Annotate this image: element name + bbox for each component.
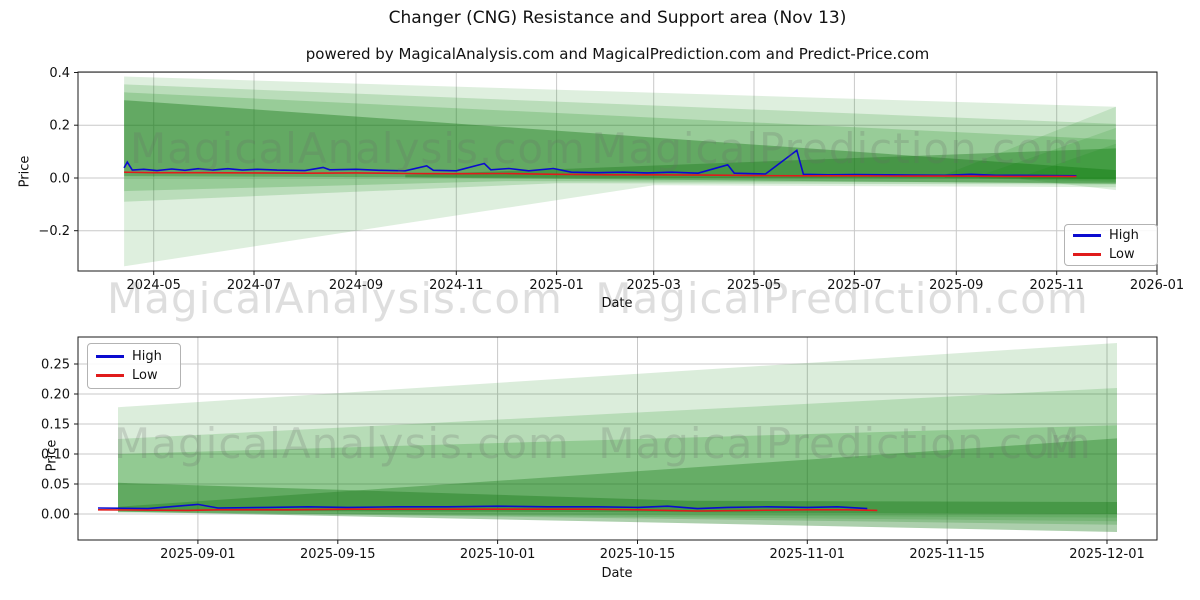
top-chart-legend: High Low [1064, 224, 1158, 266]
x-tick-label: 2025-11 [1030, 278, 1084, 293]
x-tick-label: 2025-05 [727, 278, 781, 293]
fan-outer-light [124, 76, 1116, 267]
top-chart: 2024-05 2024-07 2024-09 2024-11 2025-01 2025-… [38, 66, 1184, 293]
x-tick-label: 2024-09 [329, 278, 383, 293]
y-tick-label: 0.05 [41, 478, 70, 493]
low-line-swatch [96, 374, 124, 377]
x-tick-label: 2025-07 [827, 278, 881, 293]
fan-inner-light [124, 92, 1116, 192]
bottom-chart-xlabel: Date [601, 566, 633, 581]
fan-outer-light [118, 343, 1117, 518]
x-tick-label: 2025-09-01 [160, 547, 236, 562]
low-line [124, 171, 1077, 178]
low-line-swatch [1073, 253, 1101, 256]
legend-item-high: High [96, 349, 170, 364]
top-chart-xlabel: Date [601, 296, 633, 311]
fan-inner-medium [118, 425, 1117, 525]
high-line-swatch [1073, 234, 1101, 237]
legend-item-low: Low [1073, 247, 1147, 262]
high-line [97, 503, 868, 510]
x-tick-label: 2026-01 [1130, 278, 1184, 293]
x-tick-label: 2025-03 [627, 278, 681, 293]
fan-forecast-low [1020, 143, 1116, 191]
high-line [123, 148, 1077, 177]
x-tick-label: 2025-11-01 [770, 547, 846, 562]
low-line [97, 508, 878, 512]
y-tick-label: 0.0 [49, 172, 70, 187]
fan-dark-converging [118, 482, 1117, 514]
plot-border [77, 71, 1158, 272]
legend-label-high: High [132, 349, 162, 364]
x-tick-label: 2025-12-01 [1069, 547, 1145, 562]
top-chart-ylabel: Price [17, 155, 33, 188]
y-tick-label: 0.15 [41, 418, 70, 433]
x-tick-label: 2025-10-15 [600, 547, 676, 562]
fan-forecast-wide [944, 106, 1116, 181]
y-tick-label: 0.00 [41, 508, 70, 523]
x-tick-label: 2025-09-15 [300, 547, 376, 562]
legend-label-low: Low [132, 368, 158, 383]
legend-label-high: High [1109, 228, 1139, 243]
page-title: Changer (CNG) Resistance and Support are… [388, 8, 847, 28]
y-tick-label: 0.20 [41, 388, 70, 403]
x-tick-label: 2025-10-01 [460, 547, 536, 562]
y-tick-label: −0.2 [38, 224, 70, 239]
x-tick-label: 2024-05 [127, 278, 181, 293]
y-tick-label: 0.2 [49, 119, 70, 134]
x-tick-label: 2025-01 [529, 278, 583, 293]
fan-forecast-mid [979, 127, 1116, 182]
bottom-chart-legend: High Low [87, 343, 181, 389]
x-tick-label: 2024-11 [429, 278, 483, 293]
fan-mid-light [118, 388, 1117, 522]
x-tick-label: 2025-11-15 [909, 547, 985, 562]
x-tick-label: 2025-09 [929, 278, 983, 293]
legend-item-low: Low [96, 368, 170, 383]
legend-item-high: High [1073, 228, 1147, 243]
y-tick-label: 0.10 [41, 448, 70, 463]
high-line-swatch [96, 355, 124, 358]
plot-border [77, 336, 1158, 541]
fan-dark-converging [124, 100, 1116, 179]
y-tick-label: 0.25 [41, 358, 70, 373]
legend-label-low: Low [1109, 247, 1135, 262]
x-tick-label: 2024-07 [227, 278, 281, 293]
bottom-chart: 2025-09-01 2025-09-15 2025-10-01 2025-10-15… [41, 336, 1158, 562]
y-tick-label: 0.4 [49, 66, 70, 81]
page-subtitle: powered by MagicalAnalysis.com and Magic… [305, 45, 930, 63]
bottom-chart-ylabel: Price [44, 439, 60, 472]
